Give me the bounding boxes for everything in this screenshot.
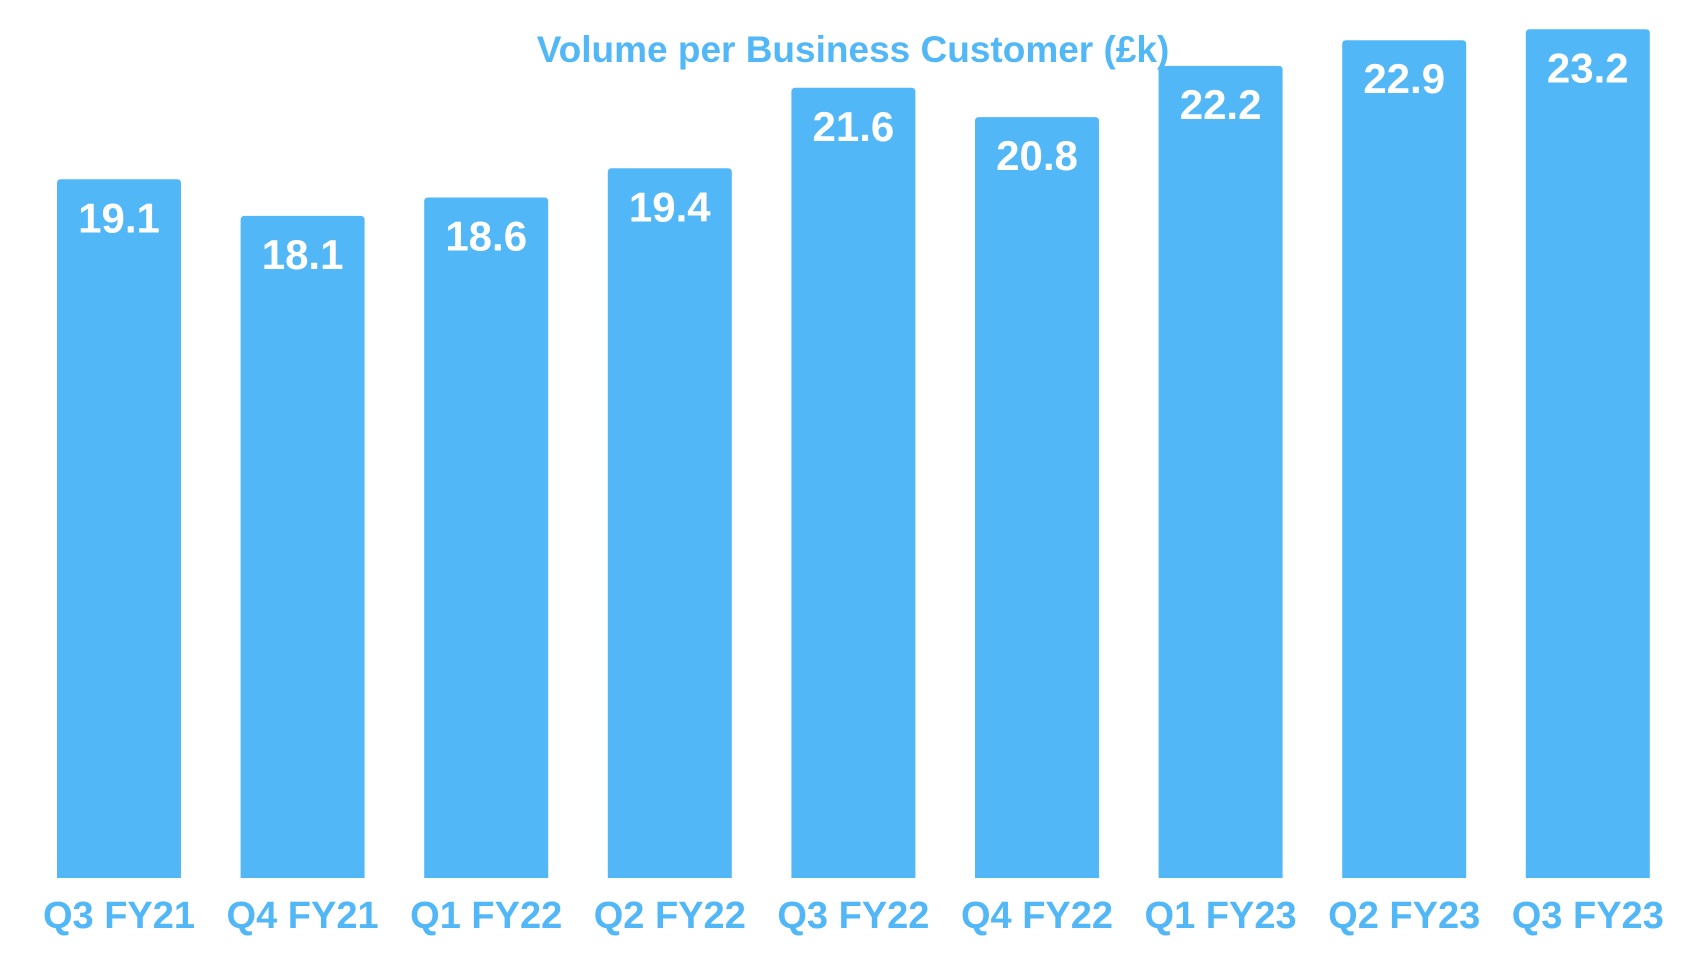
bars-group <box>57 29 1650 879</box>
data-label: 20.8 <box>996 132 1078 179</box>
data-label: 19.4 <box>629 183 711 230</box>
x-tick-label: Q2 FY22 <box>594 895 746 937</box>
bar-q1-fy22 <box>424 197 549 879</box>
x-tick-label: Q3 FY21 <box>43 895 195 937</box>
bar-q1-fy23 <box>1158 65 1283 879</box>
bar-q3-fy22 <box>791 87 916 879</box>
bar-q4-fy22 <box>975 117 1099 879</box>
x-tick-label: Q2 FY23 <box>1328 895 1480 937</box>
data-label: 22.9 <box>1363 55 1445 102</box>
bar-q2-fy22 <box>607 168 732 879</box>
bar-q2-fy23 <box>1342 40 1467 879</box>
data-label: 18.6 <box>445 213 527 260</box>
data-labels-group: 19.1 18.1 18.6 19.4 21.6 20.8 22.2 22.9 23.2 <box>78 44 1629 278</box>
x-tick-label: Q4 FY22 <box>961 895 1113 937</box>
chart-title: Volume per Business Customer (£k) <box>537 29 1170 70</box>
x-tick-label: Q1 FY22 <box>410 895 562 937</box>
x-tick-label: Q3 FY23 <box>1512 895 1664 937</box>
x-tick-label: Q4 FY21 <box>227 895 379 937</box>
x-axis-tick-labels: Q3 FY21 Q4 FY21 Q1 FY22 Q2 FY22 Q3 FY22 Q4 FY… <box>43 895 1664 937</box>
x-tick-label: Q1 FY23 <box>1145 895 1297 937</box>
data-label: 21.6 <box>813 103 895 150</box>
data-label: 18.1 <box>262 231 344 278</box>
data-label: 23.2 <box>1547 44 1629 91</box>
data-label: 22.2 <box>1180 81 1262 128</box>
bar-q4-fy21 <box>240 215 365 878</box>
bar-q3-fy21 <box>57 179 181 879</box>
x-tick-label: Q3 FY22 <box>777 895 929 937</box>
bar-q3-fy23 <box>1525 29 1650 879</box>
data-label: 19.1 <box>78 194 160 241</box>
